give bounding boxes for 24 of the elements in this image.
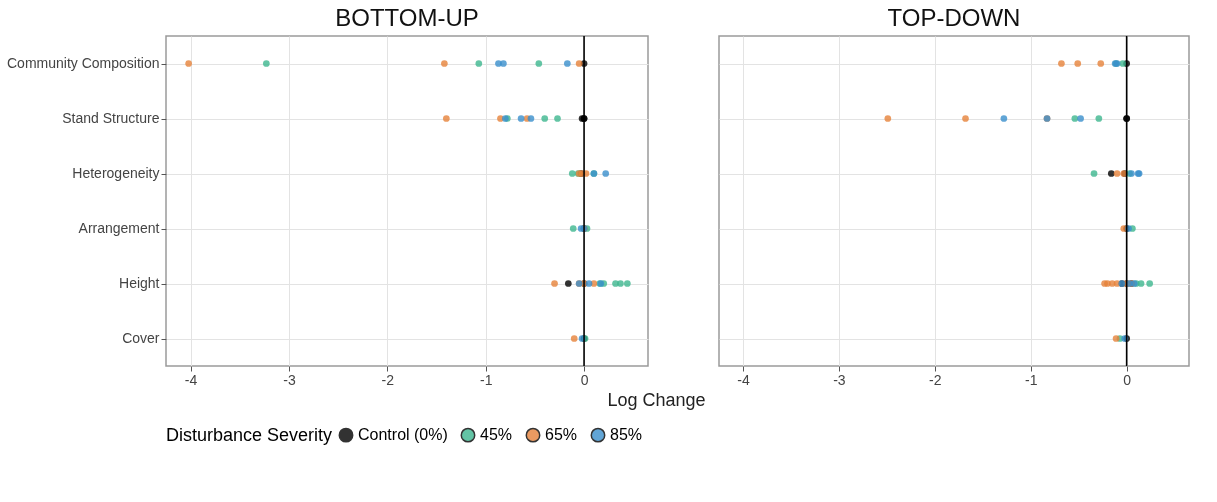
chart-title: TOP-DOWN: [887, 4, 1021, 32]
y-tick-label: Height: [119, 275, 160, 291]
y-tick-label: Stand Structure: [62, 110, 160, 126]
y-tick-label: Community Composition: [7, 55, 160, 71]
legend-label: 85%: [610, 426, 643, 444]
x-tick-label: -4: [737, 371, 750, 388]
x-tick-label: -3: [833, 371, 846, 388]
legend-title: Disturbance Severity: [166, 425, 333, 445]
y-tick-label: Cover: [122, 330, 160, 346]
chart-title: BOTTOM-UP: [335, 4, 479, 32]
x-tick-label: 0: [580, 371, 589, 388]
x-tick-label: -4: [184, 371, 198, 388]
x-axis-title: Log Change: [607, 389, 706, 410]
y-tick-label: Arrangement: [78, 220, 160, 236]
legend-label: 45%: [480, 426, 513, 444]
x-tick-label: -2: [929, 371, 942, 388]
y-tick-label: Heterogeneity: [72, 165, 160, 181]
x-tick-label: -3: [283, 371, 296, 388]
x-tick-label: -2: [381, 371, 395, 388]
x-tick-label: -1: [479, 371, 493, 388]
x-tick-label: 0: [1123, 371, 1132, 388]
legend-label: Control (0%): [358, 426, 448, 444]
x-tick-label: -1: [1025, 371, 1038, 388]
legend-label: 65%: [545, 426, 578, 444]
